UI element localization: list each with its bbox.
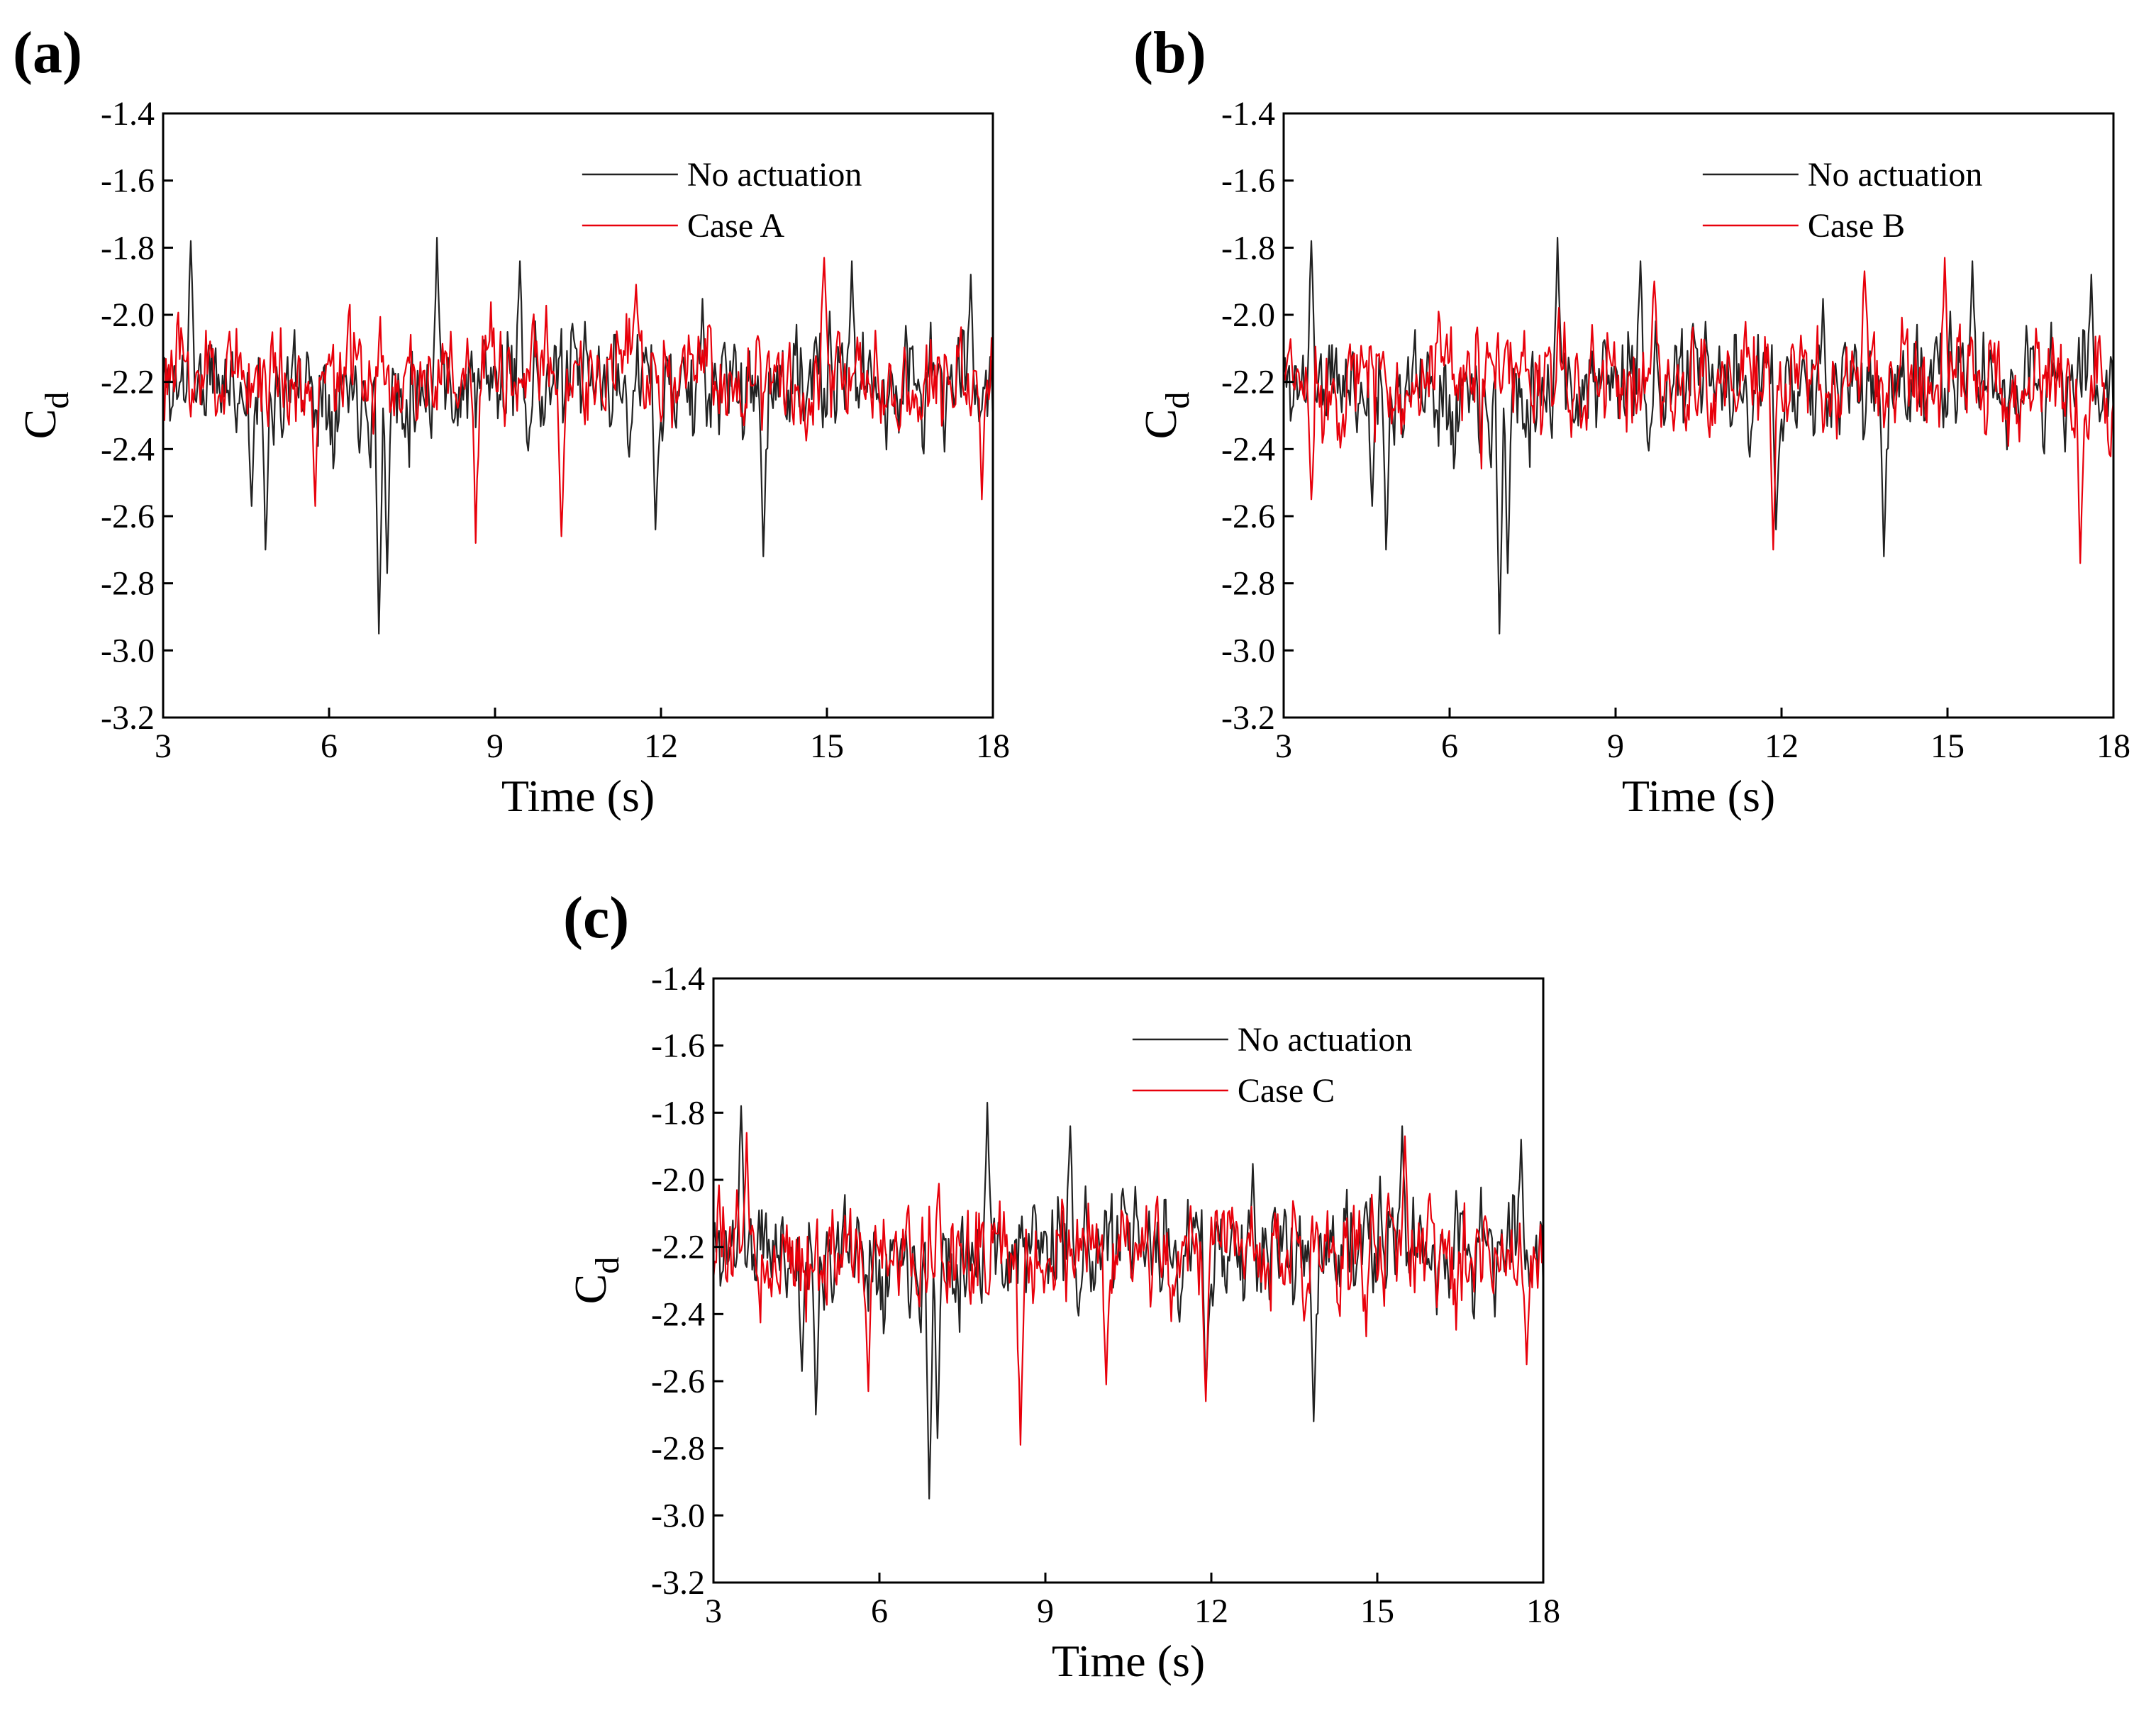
y-tick-label: -2.2 [1221, 364, 1275, 401]
y-tick-label: -2.0 [101, 296, 155, 334]
y-tick-label: -1.8 [651, 1094, 705, 1132]
panel-label: (c) [563, 885, 629, 951]
y-tick-label: -2.6 [101, 498, 155, 535]
series-line-case [1284, 257, 2113, 564]
y-tick-label: -2.4 [101, 430, 155, 468]
x-tick-label: 15 [810, 727, 844, 765]
legend-label-case: Case B [1808, 207, 1905, 245]
legend-label-no-actuation: No actuation [1238, 1021, 1413, 1059]
x-tick-label: 3 [1275, 727, 1292, 765]
y-tick-label: -3.0 [101, 632, 155, 669]
y-tick-label: -2.4 [651, 1295, 705, 1333]
x-tick-label: 9 [1037, 1592, 1054, 1630]
y-tick-label: -1.4 [651, 960, 705, 998]
y-axis-title-main: C [1135, 409, 1186, 440]
y-tick-label: -2.8 [101, 565, 155, 603]
legend-label-no-actuation: No actuation [687, 156, 862, 194]
y-tick-label: -3.0 [1221, 632, 1275, 669]
plot-frame [1282, 112, 2115, 719]
y-tick-label: -1.6 [101, 162, 155, 200]
series-line-case [163, 257, 993, 544]
panel-b: (b) 3 6 9 12 15 18 -1.4 -1.6 -1.8 -2.0 -2.2 -2.4 -2.6… [1121, 14, 2156, 830]
chart-b-svg: (b) 3 6 9 12 15 18 -1.4 -1.6 -1.8 -2.0 -2.2 -2.4 -2.6… [1133, 20, 2130, 821]
y-tick-label: -2.2 [101, 364, 155, 401]
series-line-case [713, 1132, 1543, 1446]
plot-frame [712, 977, 1545, 1584]
x-tick-label: 3 [155, 727, 172, 765]
y-tick-label: -3.2 [101, 699, 155, 737]
y-axis-title-main: C [565, 1274, 616, 1305]
y-axis-title: Cd [1135, 392, 1196, 440]
y-tick-label: -2.8 [651, 1430, 705, 1468]
y-tick-label: -2.0 [1221, 296, 1275, 334]
x-tick-label: 12 [1765, 727, 1799, 765]
plot-frame [162, 112, 994, 719]
x-tick-label: 6 [1441, 727, 1458, 765]
series-line-no-actuation [163, 237, 993, 635]
y-axis-title-subscript: d [38, 392, 76, 409]
x-tick-label: 18 [2096, 727, 2130, 765]
x-axis-title: Time (s) [1052, 1636, 1205, 1686]
x-tick-label: 6 [321, 727, 338, 765]
y-tick-label: -1.4 [1221, 95, 1275, 133]
y-tick-label: -3.2 [1221, 699, 1275, 737]
y-tick-label: -1.8 [1221, 229, 1275, 267]
panel-c: (c) 3 6 9 12 15 18 -1.4 -1.6 -1.8 -2.0 -2.2 -2.4 -2.6… [550, 879, 1614, 1695]
y-tick-label: -3.2 [651, 1564, 705, 1602]
panel-label: (a) [13, 20, 82, 86]
y-tick-label: -1.6 [651, 1027, 705, 1065]
y-axis-title: Cd [565, 1257, 626, 1305]
series-group [1284, 237, 2113, 635]
x-tick-label: 15 [1930, 727, 1965, 765]
y-tick-label: -2.0 [651, 1161, 705, 1199]
x-tick-label: 9 [487, 727, 504, 765]
y-axis-title-text: Cd [565, 1257, 626, 1305]
panel-label: (b) [1133, 20, 1206, 86]
series-group [713, 1102, 1543, 1500]
legend-label-case: Case C [1238, 1072, 1335, 1110]
series-group [163, 237, 993, 635]
legend-label-case: Case A [687, 207, 785, 245]
y-axis-title-subscript: d [589, 1257, 626, 1274]
x-tick-label: 18 [1526, 1592, 1560, 1630]
x-axis-title: Time (s) [501, 771, 655, 821]
y-axis-title-main: C [15, 409, 65, 440]
x-axis-title: Time (s) [1622, 771, 1775, 821]
y-tick-label: -2.4 [1221, 430, 1275, 468]
chart-a-svg: (a) 3 6 9 12 15 18 -1.4 -1.6 -1.8 -2.0 -2.2 -2.4 -2.6… [13, 20, 1010, 821]
y-tick-label: -1.8 [101, 229, 155, 267]
x-tick-label: 15 [1360, 1592, 1394, 1630]
x-tick-label: 9 [1607, 727, 1624, 765]
x-tick-label: 3 [705, 1592, 722, 1630]
x-tick-label: 18 [976, 727, 1010, 765]
y-tick-label: -2.6 [651, 1363, 705, 1400]
y-axis-title-text: Cd [1135, 392, 1196, 440]
y-tick-label: -2.8 [1221, 565, 1275, 603]
y-tick-label: -2.6 [1221, 498, 1275, 535]
y-tick-label: -1.6 [1221, 162, 1275, 200]
x-tick-label: 12 [1194, 1592, 1228, 1630]
y-axis-title-text: Cd [15, 392, 76, 440]
y-tick-label: -3.0 [651, 1497, 705, 1534]
legend-label-no-actuation: No actuation [1808, 156, 1983, 194]
y-axis-title: Cd [15, 392, 76, 440]
x-tick-label: 6 [871, 1592, 888, 1630]
series-line-no-actuation [713, 1102, 1543, 1500]
y-axis-title-subscript: d [1159, 392, 1196, 409]
series-line-no-actuation [1284, 237, 2113, 635]
y-tick-label: -2.2 [651, 1229, 705, 1266]
x-tick-label: 12 [644, 727, 678, 765]
chart-c-svg: (c) 3 6 9 12 15 18 -1.4 -1.6 -1.8 -2.0 -2.2 -2.4 -2.6… [563, 885, 1560, 1686]
panel-a: (a) 3 6 9 12 15 18 -1.4 -1.6 -1.8 -2.0 -2.2 -2.4 -2.6… [0, 14, 1064, 830]
y-tick-label: -1.4 [101, 95, 155, 133]
